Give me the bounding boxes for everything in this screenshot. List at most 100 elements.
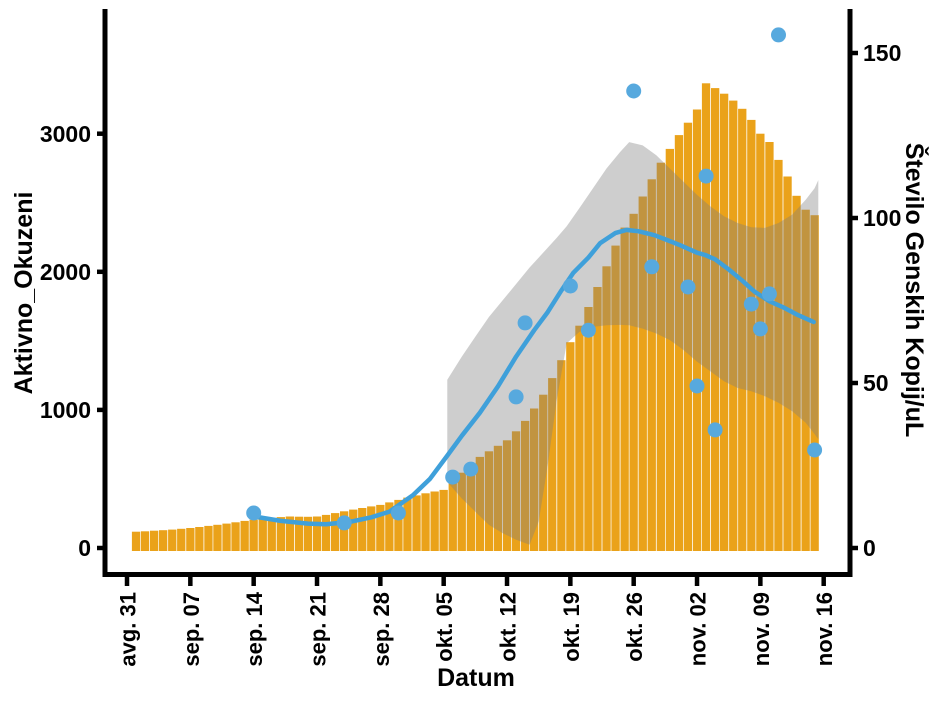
bar [665,148,674,551]
bar [240,520,249,551]
y-left-tick-label: 0 [78,535,91,561]
bar [747,119,756,552]
x-tick-label: nov. 16 [812,592,837,666]
bar [159,530,168,551]
bar [412,495,421,551]
scatter-point [807,442,823,458]
x-tick-label: sep. 07 [179,592,204,667]
y-left-axis-title: Aktivno_Okuzeni [10,192,38,395]
scatter-point [680,279,696,295]
bar [466,463,475,551]
bar [376,504,385,551]
scatter-point [644,259,660,275]
bar [511,431,521,551]
bar [285,516,294,551]
bar [340,511,349,551]
bars-layer [131,83,819,552]
bar [701,83,711,552]
x-tick-label: sep. 21 [306,592,331,667]
y-right-axis-title: Število Genskih Kopij/uL [900,143,930,437]
bar [783,176,792,551]
bar [611,245,620,551]
confidence-band [447,142,819,545]
bar [692,109,702,551]
bar [493,445,503,551]
y-right-tick-label: 50 [863,370,889,396]
x-tick-label: okt. 26 [622,592,647,662]
confidence-band-overlay [447,142,819,545]
bar [349,509,358,551]
bar [792,195,801,552]
bar [720,93,729,551]
scatter-point [517,315,533,331]
y-left-tick-label: 1000 [40,397,91,423]
scatter-point [689,378,705,394]
bar [222,523,231,551]
bar [593,287,602,551]
scatter-point [463,461,479,477]
bar [765,142,774,551]
bar [312,516,322,551]
scatter-point [626,83,642,99]
scatter-points-layer [246,27,823,531]
bar [204,525,213,551]
bar [421,493,430,551]
bar [303,516,313,551]
bar [683,122,693,551]
x-tick-label: okt. 05 [432,592,457,662]
bar [249,519,258,551]
bar [267,517,276,551]
scatter-point [390,505,406,521]
scatter-point [743,296,759,312]
bar [394,499,403,551]
bar [294,516,304,551]
bar [548,378,557,551]
bar [729,100,738,551]
bar [195,527,204,551]
bar [213,524,222,551]
bar [584,307,593,551]
bar [186,528,195,551]
scatter-point [445,469,461,485]
bar [620,227,629,551]
scatter-point [580,322,596,338]
bar [258,518,267,551]
x-tick-label: avg. 31 [116,592,141,667]
bar [358,508,367,551]
x-tick-label: nov. 09 [749,592,774,666]
bar [566,342,575,551]
bar [756,133,765,551]
x-tick-label: okt. 19 [559,592,584,662]
bar [647,179,656,552]
bar [448,482,457,551]
bar [403,497,412,551]
x-tick-label: sep. 28 [369,592,394,667]
trend-line-layer [255,227,816,527]
bar [367,506,376,551]
scatter-point [562,278,578,294]
bar [629,213,638,552]
bar [656,162,665,551]
bar [331,513,340,551]
bar [810,215,819,551]
axes-layer: 0 1000 2000 3000 0 50 100 150 avg. 31 sep. 07 sep.… [40,9,901,667]
bar [439,489,448,551]
bar [602,266,611,551]
bar [638,196,647,551]
bar [502,440,512,551]
x-axis-title: Datum [437,664,515,692]
y-left-tick-label: 3000 [40,121,91,147]
y-left-tick-label: 2000 [40,259,91,285]
bar [321,514,331,551]
bar [475,456,484,551]
y-right-tick-label: 0 [863,535,876,561]
bar [530,408,539,551]
scatter-point [336,515,352,531]
x-tick-label: okt. 12 [496,592,521,662]
bar [738,108,747,552]
bar [557,360,566,551]
trend-line [255,227,816,527]
scatter-point [771,27,786,43]
